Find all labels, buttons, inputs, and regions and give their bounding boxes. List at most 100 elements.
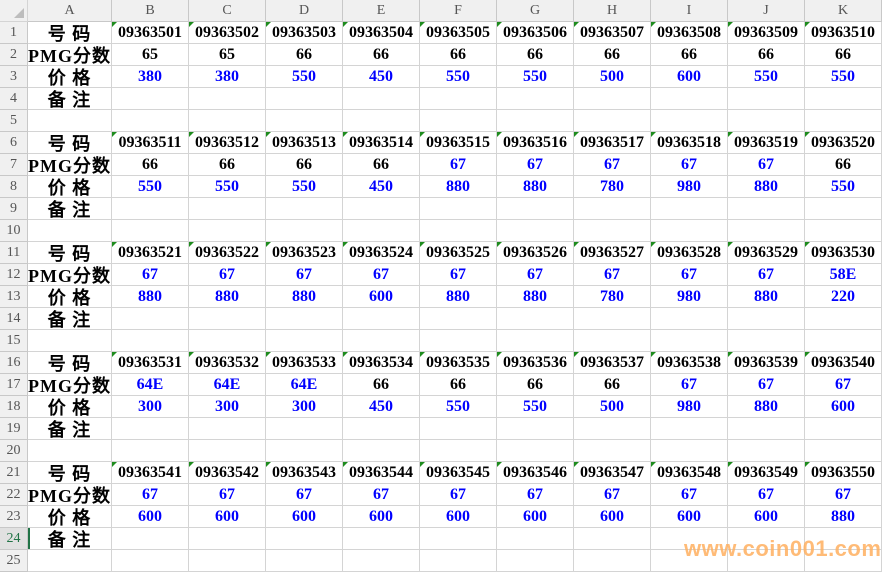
price-cell[interactable]: 600	[343, 506, 420, 528]
number-cell[interactable]: 09363546	[497, 462, 574, 484]
note-cell[interactable]	[112, 88, 189, 110]
note-cell[interactable]	[112, 418, 189, 440]
score-cell[interactable]: 67	[112, 264, 189, 286]
cell-b20[interactable]	[112, 440, 189, 462]
number-cell[interactable]: 09363542	[189, 462, 266, 484]
number-cell[interactable]: 09363535	[420, 352, 497, 374]
number-cell[interactable]: 09363522	[189, 242, 266, 264]
score-cell[interactable]: 67	[497, 154, 574, 176]
price-cell[interactable]: 880	[420, 176, 497, 198]
price-cell[interactable]: 880	[728, 176, 805, 198]
price-cell[interactable]: 980	[651, 286, 728, 308]
cell-d25[interactable]	[266, 550, 343, 572]
score-cell[interactable]: 67	[728, 154, 805, 176]
cell-e25[interactable]	[343, 550, 420, 572]
row-label-price[interactable]: 价 格	[28, 506, 112, 528]
score-cell[interactable]: 67	[189, 264, 266, 286]
row-header-18[interactable]: 18	[0, 396, 28, 418]
price-cell[interactable]: 880	[112, 286, 189, 308]
price-cell[interactable]: 300	[112, 396, 189, 418]
score-cell[interactable]: 66	[574, 374, 651, 396]
cell-a25[interactable]	[28, 550, 112, 572]
cell-e10[interactable]	[343, 220, 420, 242]
price-cell[interactable]: 550	[112, 176, 189, 198]
row-header-6[interactable]: 6	[0, 132, 28, 154]
score-cell[interactable]: 67	[343, 264, 420, 286]
number-cell[interactable]: 09363549	[728, 462, 805, 484]
number-cell[interactable]: 09363502	[189, 22, 266, 44]
number-cell[interactable]: 09363547	[574, 462, 651, 484]
cell-g15[interactable]	[497, 330, 574, 352]
row-label-note[interactable]: 备 注	[28, 418, 112, 440]
score-cell[interactable]: 67	[189, 484, 266, 506]
row-label-price[interactable]: 价 格	[28, 66, 112, 88]
price-cell[interactable]: 880	[497, 286, 574, 308]
row-header-14[interactable]: 14	[0, 308, 28, 330]
number-cell[interactable]: 09363523	[266, 242, 343, 264]
note-cell[interactable]	[651, 198, 728, 220]
row-label-number[interactable]: 号 码	[28, 22, 112, 44]
note-cell[interactable]	[420, 88, 497, 110]
number-cell[interactable]: 09363517	[574, 132, 651, 154]
row-header-15[interactable]: 15	[0, 330, 28, 352]
price-cell[interactable]: 550	[805, 176, 882, 198]
score-cell[interactable]: 66	[343, 44, 420, 66]
row-label-price[interactable]: 价 格	[28, 396, 112, 418]
row-label-note[interactable]: 备 注	[28, 308, 112, 330]
note-cell[interactable]	[189, 308, 266, 330]
row-header-5[interactable]: 5	[0, 110, 28, 132]
number-cell[interactable]: 09363518	[651, 132, 728, 154]
cell-i20[interactable]	[651, 440, 728, 462]
note-cell[interactable]	[266, 528, 343, 550]
row-header-13[interactable]: 13	[0, 286, 28, 308]
note-cell[interactable]	[728, 528, 805, 550]
note-cell[interactable]	[112, 308, 189, 330]
cell-h25[interactable]	[574, 550, 651, 572]
cell-a20[interactable]	[28, 440, 112, 462]
cell-c10[interactable]	[189, 220, 266, 242]
score-cell[interactable]: 67	[651, 154, 728, 176]
note-cell[interactable]	[189, 198, 266, 220]
number-cell[interactable]: 09363539	[728, 352, 805, 374]
cell-b10[interactable]	[112, 220, 189, 242]
cell-f10[interactable]	[420, 220, 497, 242]
price-cell[interactable]: 780	[574, 286, 651, 308]
number-cell[interactable]: 09363538	[651, 352, 728, 374]
cell-j10[interactable]	[728, 220, 805, 242]
price-cell[interactable]: 600	[420, 506, 497, 528]
note-cell[interactable]	[574, 418, 651, 440]
row-header-24[interactable]: 24	[0, 528, 28, 550]
row-label-score[interactable]: PMG分数	[28, 154, 112, 176]
row-label-score[interactable]: PMG分数	[28, 484, 112, 506]
column-header-k[interactable]: K	[805, 0, 882, 22]
number-cell[interactable]: 09363520	[805, 132, 882, 154]
row-label-note[interactable]: 备 注	[28, 528, 112, 550]
price-cell[interactable]: 600	[651, 66, 728, 88]
row-header-23[interactable]: 23	[0, 506, 28, 528]
row-label-note[interactable]: 备 注	[28, 88, 112, 110]
column-header-f[interactable]: F	[420, 0, 497, 22]
note-cell[interactable]	[805, 528, 882, 550]
cell-k5[interactable]	[805, 110, 882, 132]
number-cell[interactable]: 09363534	[343, 352, 420, 374]
number-cell[interactable]: 09363541	[112, 462, 189, 484]
note-cell[interactable]	[728, 418, 805, 440]
price-cell[interactable]: 600	[728, 506, 805, 528]
number-cell[interactable]: 09363525	[420, 242, 497, 264]
note-cell[interactable]	[343, 308, 420, 330]
note-cell[interactable]	[497, 308, 574, 330]
cell-k25[interactable]	[805, 550, 882, 572]
score-cell[interactable]: 67	[574, 154, 651, 176]
note-cell[interactable]	[574, 88, 651, 110]
note-cell[interactable]	[728, 88, 805, 110]
cell-i10[interactable]	[651, 220, 728, 242]
score-cell[interactable]: 67	[651, 484, 728, 506]
cell-c5[interactable]	[189, 110, 266, 132]
number-cell[interactable]: 09363524	[343, 242, 420, 264]
column-header-c[interactable]: C	[189, 0, 266, 22]
price-cell[interactable]: 550	[420, 66, 497, 88]
number-cell[interactable]: 09363521	[112, 242, 189, 264]
column-header-a[interactable]: A	[28, 0, 112, 22]
cell-a10[interactable]	[28, 220, 112, 242]
cell-i15[interactable]	[651, 330, 728, 352]
